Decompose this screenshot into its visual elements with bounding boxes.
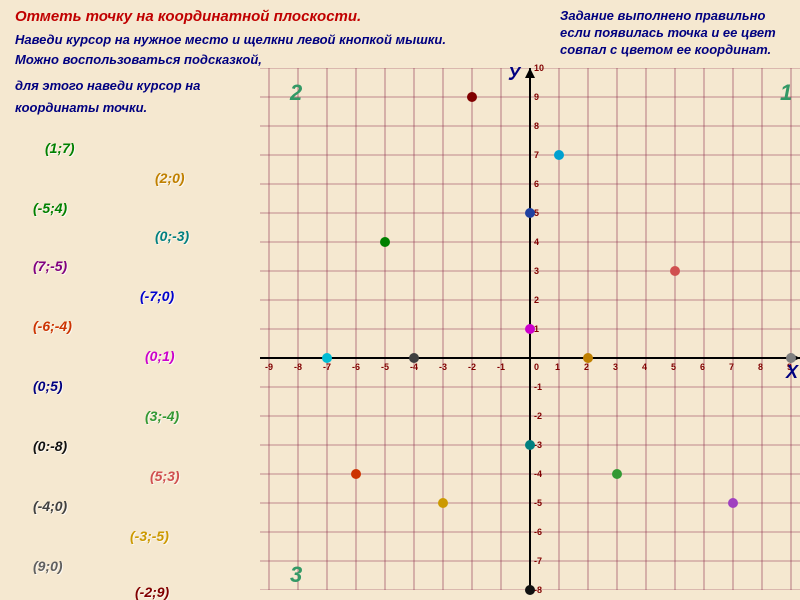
coord-hint[interactable]: (-5;4) <box>33 200 67 216</box>
x-tick: 5 <box>671 362 676 372</box>
coord-hint[interactable]: (0;1) <box>145 348 175 364</box>
y-tick: 10 <box>534 63 544 73</box>
plotted-point[interactable] <box>380 237 390 247</box>
y-axis-label: У <box>508 64 520 85</box>
x-tick: 4 <box>642 362 647 372</box>
coord-hint[interactable]: (-2;9) <box>135 584 169 600</box>
plotted-point[interactable] <box>409 353 419 363</box>
x-tick: -4 <box>410 362 418 372</box>
y-tick: -6 <box>534 527 542 537</box>
plotted-point[interactable] <box>728 498 738 508</box>
quadrant-3-label: 3 <box>290 562 302 588</box>
y-tick: -8 <box>534 585 542 595</box>
x-tick: -7 <box>323 362 331 372</box>
x-tick: 2 <box>584 362 589 372</box>
y-tick: -1 <box>534 382 542 392</box>
y-tick: -5 <box>534 498 542 508</box>
plotted-point[interactable] <box>438 498 448 508</box>
y-tick: -4 <box>534 469 542 479</box>
x-tick: -9 <box>265 362 273 372</box>
quadrant-2-label: 2 <box>290 80 302 106</box>
plotted-point[interactable] <box>351 469 361 479</box>
x-tick: 3 <box>613 362 618 372</box>
coord-hint[interactable]: (0;-3) <box>155 228 189 244</box>
x-tick: -5 <box>381 362 389 372</box>
instruction-3: для этого наведи курсор на <box>15 78 200 93</box>
origin-tick: 0 <box>534 362 539 372</box>
y-tick: 8 <box>534 121 539 131</box>
instruction-2: Можно воспользоваться подсказкой, <box>15 52 262 67</box>
x-tick: -1 <box>497 362 505 372</box>
coord-hint[interactable]: (-6;-4) <box>33 318 72 334</box>
plotted-point[interactable] <box>612 469 622 479</box>
x-tick: 8 <box>758 362 763 372</box>
instruction-1: Наведи курсор на нужное место и щелкни л… <box>15 32 446 47</box>
x-tick: -3 <box>439 362 447 372</box>
coord-hint[interactable]: (1;7) <box>45 140 75 156</box>
y-tick: -2 <box>534 411 542 421</box>
coord-hint[interactable]: (3;-4) <box>145 408 179 424</box>
coord-hint[interactable]: (2;0) <box>155 170 185 186</box>
plotted-point[interactable] <box>467 92 477 102</box>
page-title: Отметь точку на координатной плоскости. <box>15 8 361 25</box>
plotted-point[interactable] <box>525 440 535 450</box>
plotted-point[interactable] <box>554 150 564 160</box>
y-tick: 4 <box>534 237 539 247</box>
y-tick: -3 <box>534 440 542 450</box>
x-tick: -8 <box>294 362 302 372</box>
success-note: Задание выполнено правильно если появила… <box>560 8 790 59</box>
coord-hint[interactable]: (0;5) <box>33 378 63 394</box>
x-tick: 6 <box>700 362 705 372</box>
y-tick: -7 <box>534 556 542 566</box>
plotted-point[interactable] <box>583 353 593 363</box>
x-axis-label: X <box>786 362 798 383</box>
plotted-point[interactable] <box>670 266 680 276</box>
plotted-point[interactable] <box>525 208 535 218</box>
coordinate-plane[interactable]: -9-8-7-6-5-4-3-2-1123456789-8-7-6-5-4-3-… <box>260 68 800 590</box>
y-tick: 9 <box>534 92 539 102</box>
y-tick: 6 <box>534 179 539 189</box>
coord-hint[interactable]: (5;3) <box>150 468 180 484</box>
coord-hint[interactable]: (-3;-5) <box>130 528 169 544</box>
plotted-point[interactable] <box>525 324 535 334</box>
x-tick: 7 <box>729 362 734 372</box>
y-tick: 3 <box>534 266 539 276</box>
coord-hint[interactable]: (-7;0) <box>140 288 174 304</box>
quadrant-1-label: 1 <box>780 80 792 106</box>
coord-hint[interactable]: (0:-8) <box>33 438 67 454</box>
plotted-point[interactable] <box>525 585 535 595</box>
coord-hint[interactable]: (7;-5) <box>33 258 67 274</box>
y-tick: 7 <box>534 150 539 160</box>
instruction-4: координаты точки. <box>15 100 147 115</box>
x-tick: -2 <box>468 362 476 372</box>
coord-hint[interactable]: (9;0) <box>33 558 63 574</box>
coord-hint[interactable]: (-4;0) <box>33 498 67 514</box>
x-tick: -6 <box>352 362 360 372</box>
x-tick: 1 <box>555 362 560 372</box>
y-tick: 2 <box>534 295 539 305</box>
plotted-point[interactable] <box>322 353 332 363</box>
